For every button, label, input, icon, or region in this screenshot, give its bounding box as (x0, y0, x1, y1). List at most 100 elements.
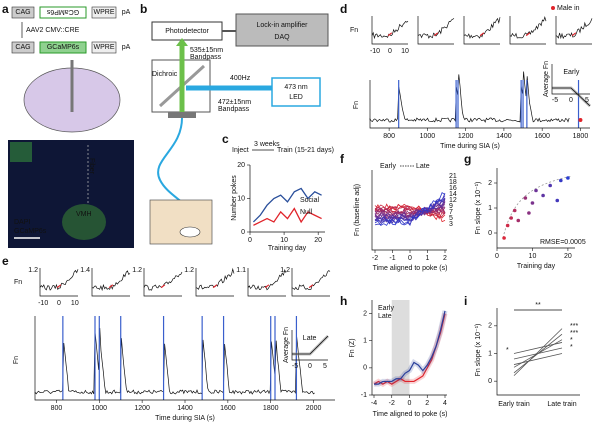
point (541, 193, 545, 198)
panel-label: c (222, 132, 229, 146)
inset-highlight (387, 32, 393, 37)
line-series (252, 187, 322, 223)
x-tick-label: 1600 (220, 405, 236, 412)
box-label: Photodetector (165, 28, 209, 35)
inset-axes (247, 268, 286, 297)
inset-axes (417, 16, 454, 45)
box-label: DAQ (274, 34, 290, 41)
legend-label: Early (378, 305, 394, 312)
x-tick-label: 10 (280, 237, 288, 244)
day-label: 21 (449, 173, 457, 180)
x-tick-label: 10 (529, 253, 537, 260)
inset-y-label: 1.4 (80, 267, 90, 274)
y-tick-label: 0 (488, 378, 492, 385)
legend-label: Late (416, 163, 430, 170)
x-tick-label: 1800 (573, 133, 589, 140)
y-tick-label: 2 (488, 323, 492, 330)
x-tick-label: 4 (443, 400, 447, 407)
construct-label: CAG (15, 44, 30, 51)
x-tick-label: 0 (388, 48, 392, 55)
inset-axes (291, 268, 330, 297)
x-tick-label: 10 (71, 300, 79, 307)
fiber-label: Fiber (88, 158, 95, 175)
inset-trace (509, 15, 547, 39)
promoter-box (11, 41, 35, 54)
y-tick-label: 2 (488, 180, 492, 187)
x-tick-label: -2 (372, 255, 378, 262)
inset-axes (509, 16, 546, 45)
inset-trace (143, 271, 183, 291)
filter-label: 472±15nm (218, 99, 251, 106)
y-axis-label: Fn (baseline adj) (354, 184, 361, 236)
led-box (271, 77, 321, 107)
point (516, 218, 521, 223)
legend-dot (551, 6, 555, 10)
inset-trace (463, 17, 501, 39)
y-axis-label: Fn (Z) (349, 338, 356, 357)
x-axis-label: Time aligned to poke (s) (373, 411, 448, 418)
mean-line (374, 310, 446, 385)
point (530, 201, 535, 205)
legend-label: Social (300, 197, 320, 204)
day-label: 12 (449, 197, 457, 204)
mean-line (373, 313, 446, 385)
inset-highlight (433, 32, 439, 37)
y-tick-label: 0 (488, 230, 492, 237)
significance: ** (535, 302, 541, 309)
day-label: 5 (449, 215, 453, 222)
fit-stat: RMSE=0.0005 (540, 239, 586, 246)
line-series (253, 207, 322, 226)
x-tick-label: 0 (408, 255, 412, 262)
day-label: 18 (449, 179, 457, 186)
region-label: VMH (76, 211, 92, 218)
panel-label: h (340, 294, 347, 308)
y-axis-label: Average Fn (543, 61, 550, 97)
trial-trace (374, 205, 446, 219)
trial-trace (374, 203, 446, 220)
day-label: 16 (449, 185, 457, 192)
inset-axes (195, 268, 234, 297)
inset-trace (247, 268, 287, 291)
x-tick-label: 2000 (306, 405, 322, 412)
x-tick-label: 1800 (263, 405, 279, 412)
inset-highlight (212, 284, 218, 289)
inset-axes (371, 16, 408, 45)
inset-trace (555, 18, 593, 40)
point (534, 188, 538, 193)
inset-y-label: 1.1 (236, 267, 246, 274)
dichroic-label: Dichroic (152, 71, 178, 78)
x-tick-label: 1400 (496, 133, 512, 140)
trial-trace (374, 192, 446, 226)
panel-label: i (464, 294, 467, 308)
legend-label: Null (300, 209, 313, 216)
arrowhead (176, 38, 188, 46)
inset-y-label: 1.2 (280, 267, 290, 274)
panel-label: d (340, 2, 347, 16)
y-axis-label: Fn slope (x 10⁻¹) (475, 324, 482, 377)
axes (496, 308, 580, 396)
axes (496, 168, 575, 249)
inset-trace (39, 269, 79, 291)
y-tick-label: -1 (361, 392, 367, 399)
gcamp-expression (62, 204, 106, 240)
x-tick-label: 1200 (458, 133, 474, 140)
y-axis-label: Fn slope (x 10⁻¹) (475, 182, 482, 235)
highlight-region (391, 300, 410, 395)
paired-line (513, 342, 563, 354)
panel-label: f (340, 152, 345, 166)
coupler (168, 112, 196, 118)
axes (291, 330, 328, 361)
construct-label: pA (122, 9, 131, 16)
x-tick-label: 0 (408, 400, 412, 407)
x-tick-label: 0 (248, 237, 252, 244)
fluorescence-trace (34, 328, 315, 395)
inset-axes (39, 268, 78, 297)
construct-label: WPRE (94, 9, 115, 16)
x-tick-label: -5 (292, 363, 298, 370)
trial-trace (374, 192, 446, 227)
significance: * (570, 344, 573, 351)
stain-label: GCaMP6s (14, 228, 47, 235)
led-label: 473 nm (284, 84, 308, 91)
inset-highlight (108, 284, 114, 289)
